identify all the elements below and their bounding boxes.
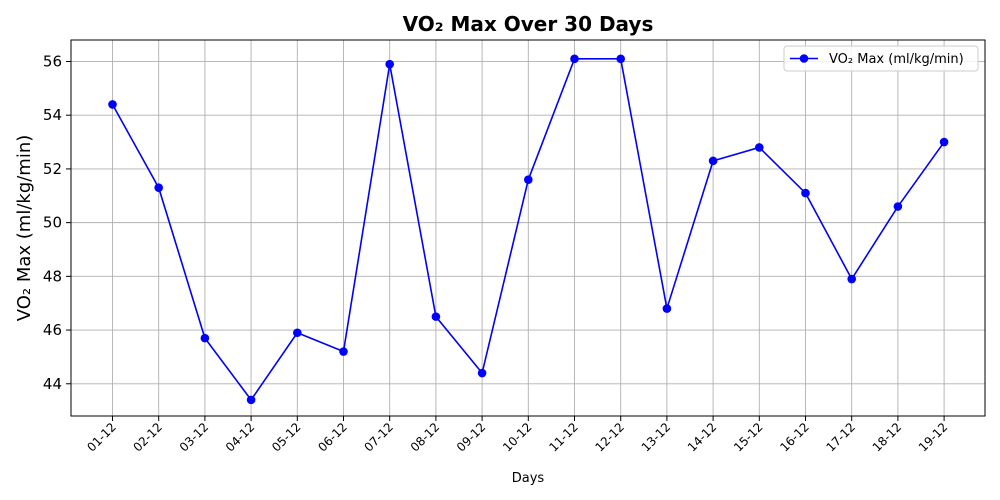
data-point xyxy=(755,143,764,152)
data-point xyxy=(893,202,903,211)
data-point xyxy=(616,54,625,64)
legend-box xyxy=(783,45,979,72)
y-tick-label: 54 xyxy=(43,106,62,124)
x-tick-label: 05-12 xyxy=(269,420,304,455)
x-tick-label: 04-12 xyxy=(223,420,258,455)
x-tick-label: 10-12 xyxy=(500,420,535,455)
grid xyxy=(71,40,985,416)
x-tick-label: 13-12 xyxy=(639,420,674,455)
y-tick-label: 46 xyxy=(43,321,62,339)
y-tick-label: 56 xyxy=(43,52,62,70)
data-point xyxy=(293,328,302,338)
data-point xyxy=(339,347,348,356)
data-point xyxy=(200,333,210,343)
legend-point-marker xyxy=(799,54,809,63)
x-tick-label: 19-12 xyxy=(916,420,951,455)
legend: VO₂ Max (ml/kg/min) xyxy=(783,45,979,72)
data-point xyxy=(246,395,256,405)
x-tick-label: 11-12 xyxy=(546,420,581,455)
data-point xyxy=(108,100,117,109)
x-tick-label: 06-12 xyxy=(315,420,350,455)
data-point xyxy=(662,304,672,313)
x-tick-label: 15-12 xyxy=(731,420,766,455)
x-tick-label: 14-12 xyxy=(685,420,720,455)
data-point xyxy=(801,188,810,198)
y-tick-label: 52 xyxy=(43,160,62,178)
data-point xyxy=(477,368,487,378)
data-points xyxy=(108,54,949,405)
x-tick-label: 03-12 xyxy=(177,420,212,455)
y-tick-label: 48 xyxy=(43,267,62,285)
y-tick-label: 50 xyxy=(43,214,62,232)
x-tick-label: 18-12 xyxy=(870,420,905,455)
y-tick-label: 44 xyxy=(43,375,62,393)
x-tick-label: 17-12 xyxy=(824,420,859,455)
data-point xyxy=(524,175,533,184)
data-point xyxy=(431,312,441,321)
data-point xyxy=(847,274,856,284)
x-tick-label: 01-12 xyxy=(84,420,119,455)
x-tick-label: 09-12 xyxy=(454,420,489,455)
data-point xyxy=(154,183,163,193)
chart-title: VO₂ Max Over 30 Days xyxy=(403,12,654,36)
x-axis-label: Days xyxy=(512,471,545,486)
data-point xyxy=(570,54,579,64)
data-point xyxy=(708,156,718,166)
x-tick-label: 08-12 xyxy=(408,420,443,455)
data-point xyxy=(385,59,395,69)
x-tick-label: 16-12 xyxy=(777,420,812,455)
x-tick-label: 07-12 xyxy=(362,420,397,455)
y-axis-label: VO₂ Max (ml/kg/min) xyxy=(14,135,35,322)
x-tick-label: 02-12 xyxy=(131,420,166,455)
data-point xyxy=(939,137,949,147)
x-tick-label: 12-12 xyxy=(593,420,628,455)
legend-label: VO₂ Max (ml/kg/min) xyxy=(829,52,964,67)
